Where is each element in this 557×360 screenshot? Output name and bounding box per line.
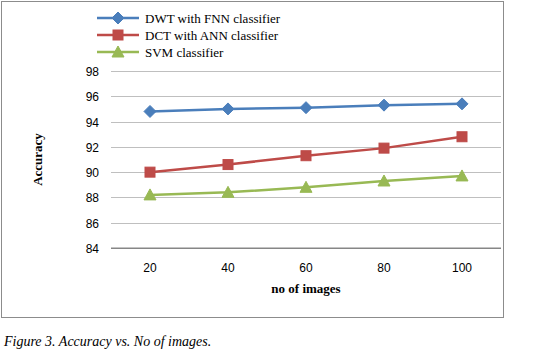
data-point — [145, 167, 155, 177]
legend-label: DWT with FNN classifier — [145, 11, 281, 26]
data-point — [378, 175, 390, 186]
data-point — [222, 186, 234, 197]
caption: Figure 3. Accuracy vs. No of images. — [3, 334, 211, 349]
x-axis-line — [111, 248, 501, 249]
data-point — [456, 170, 468, 181]
series-group — [144, 98, 468, 200]
legend-marker — [113, 30, 123, 40]
legend-label: DCT with ANN classifier — [145, 28, 279, 43]
y-tick-label: 86 — [86, 217, 100, 231]
page: {"chart_data": {"type": "line", "caption… — [0, 0, 557, 360]
data-point — [457, 132, 467, 142]
data-point — [378, 99, 390, 111]
x-tick-label: 60 — [299, 261, 313, 275]
y-axis-title: Accuracy — [30, 133, 45, 186]
data-point — [379, 143, 389, 153]
data-point — [300, 102, 312, 114]
grid-line — [111, 96, 501, 97]
y-tick-label: 94 — [86, 116, 100, 130]
data-point — [300, 181, 312, 192]
y-tick-label: 88 — [86, 191, 100, 205]
legend-marker — [112, 12, 124, 24]
data-point — [222, 103, 234, 115]
grid-line — [111, 122, 501, 123]
chart-frame — [2, 2, 504, 318]
y-tick-label: 90 — [86, 166, 100, 180]
grid-line — [111, 147, 501, 148]
chart: 84 86 88 90 92 94 96 98 20 40 60 80 100 no of images A… — [0, 0, 557, 360]
x-tick-label: 20 — [143, 261, 157, 275]
grid-line — [111, 223, 501, 224]
series-line — [150, 176, 462, 195]
grid-line — [111, 172, 501, 173]
grid-line — [111, 248, 501, 249]
grid-line — [111, 197, 501, 198]
data-point — [456, 98, 468, 110]
y-tick-label: 96 — [86, 90, 100, 104]
grid-line — [111, 71, 501, 72]
legend-marker — [112, 46, 124, 57]
y-tick-label: 98 — [86, 65, 100, 79]
y-tick-label: 84 — [86, 242, 100, 256]
x-tick-label: 40 — [221, 261, 235, 275]
series-line — [150, 137, 462, 172]
x-tick-label: 100 — [452, 261, 472, 275]
x-axis-title: no of images — [271, 281, 340, 296]
x-tick-label: 80 — [377, 261, 391, 275]
data-point — [144, 105, 156, 117]
legend-label: SVM classifier — [145, 45, 224, 60]
data-point — [144, 189, 156, 200]
y-tick-label: 92 — [86, 141, 100, 155]
data-point — [223, 160, 233, 170]
data-point — [301, 151, 311, 161]
